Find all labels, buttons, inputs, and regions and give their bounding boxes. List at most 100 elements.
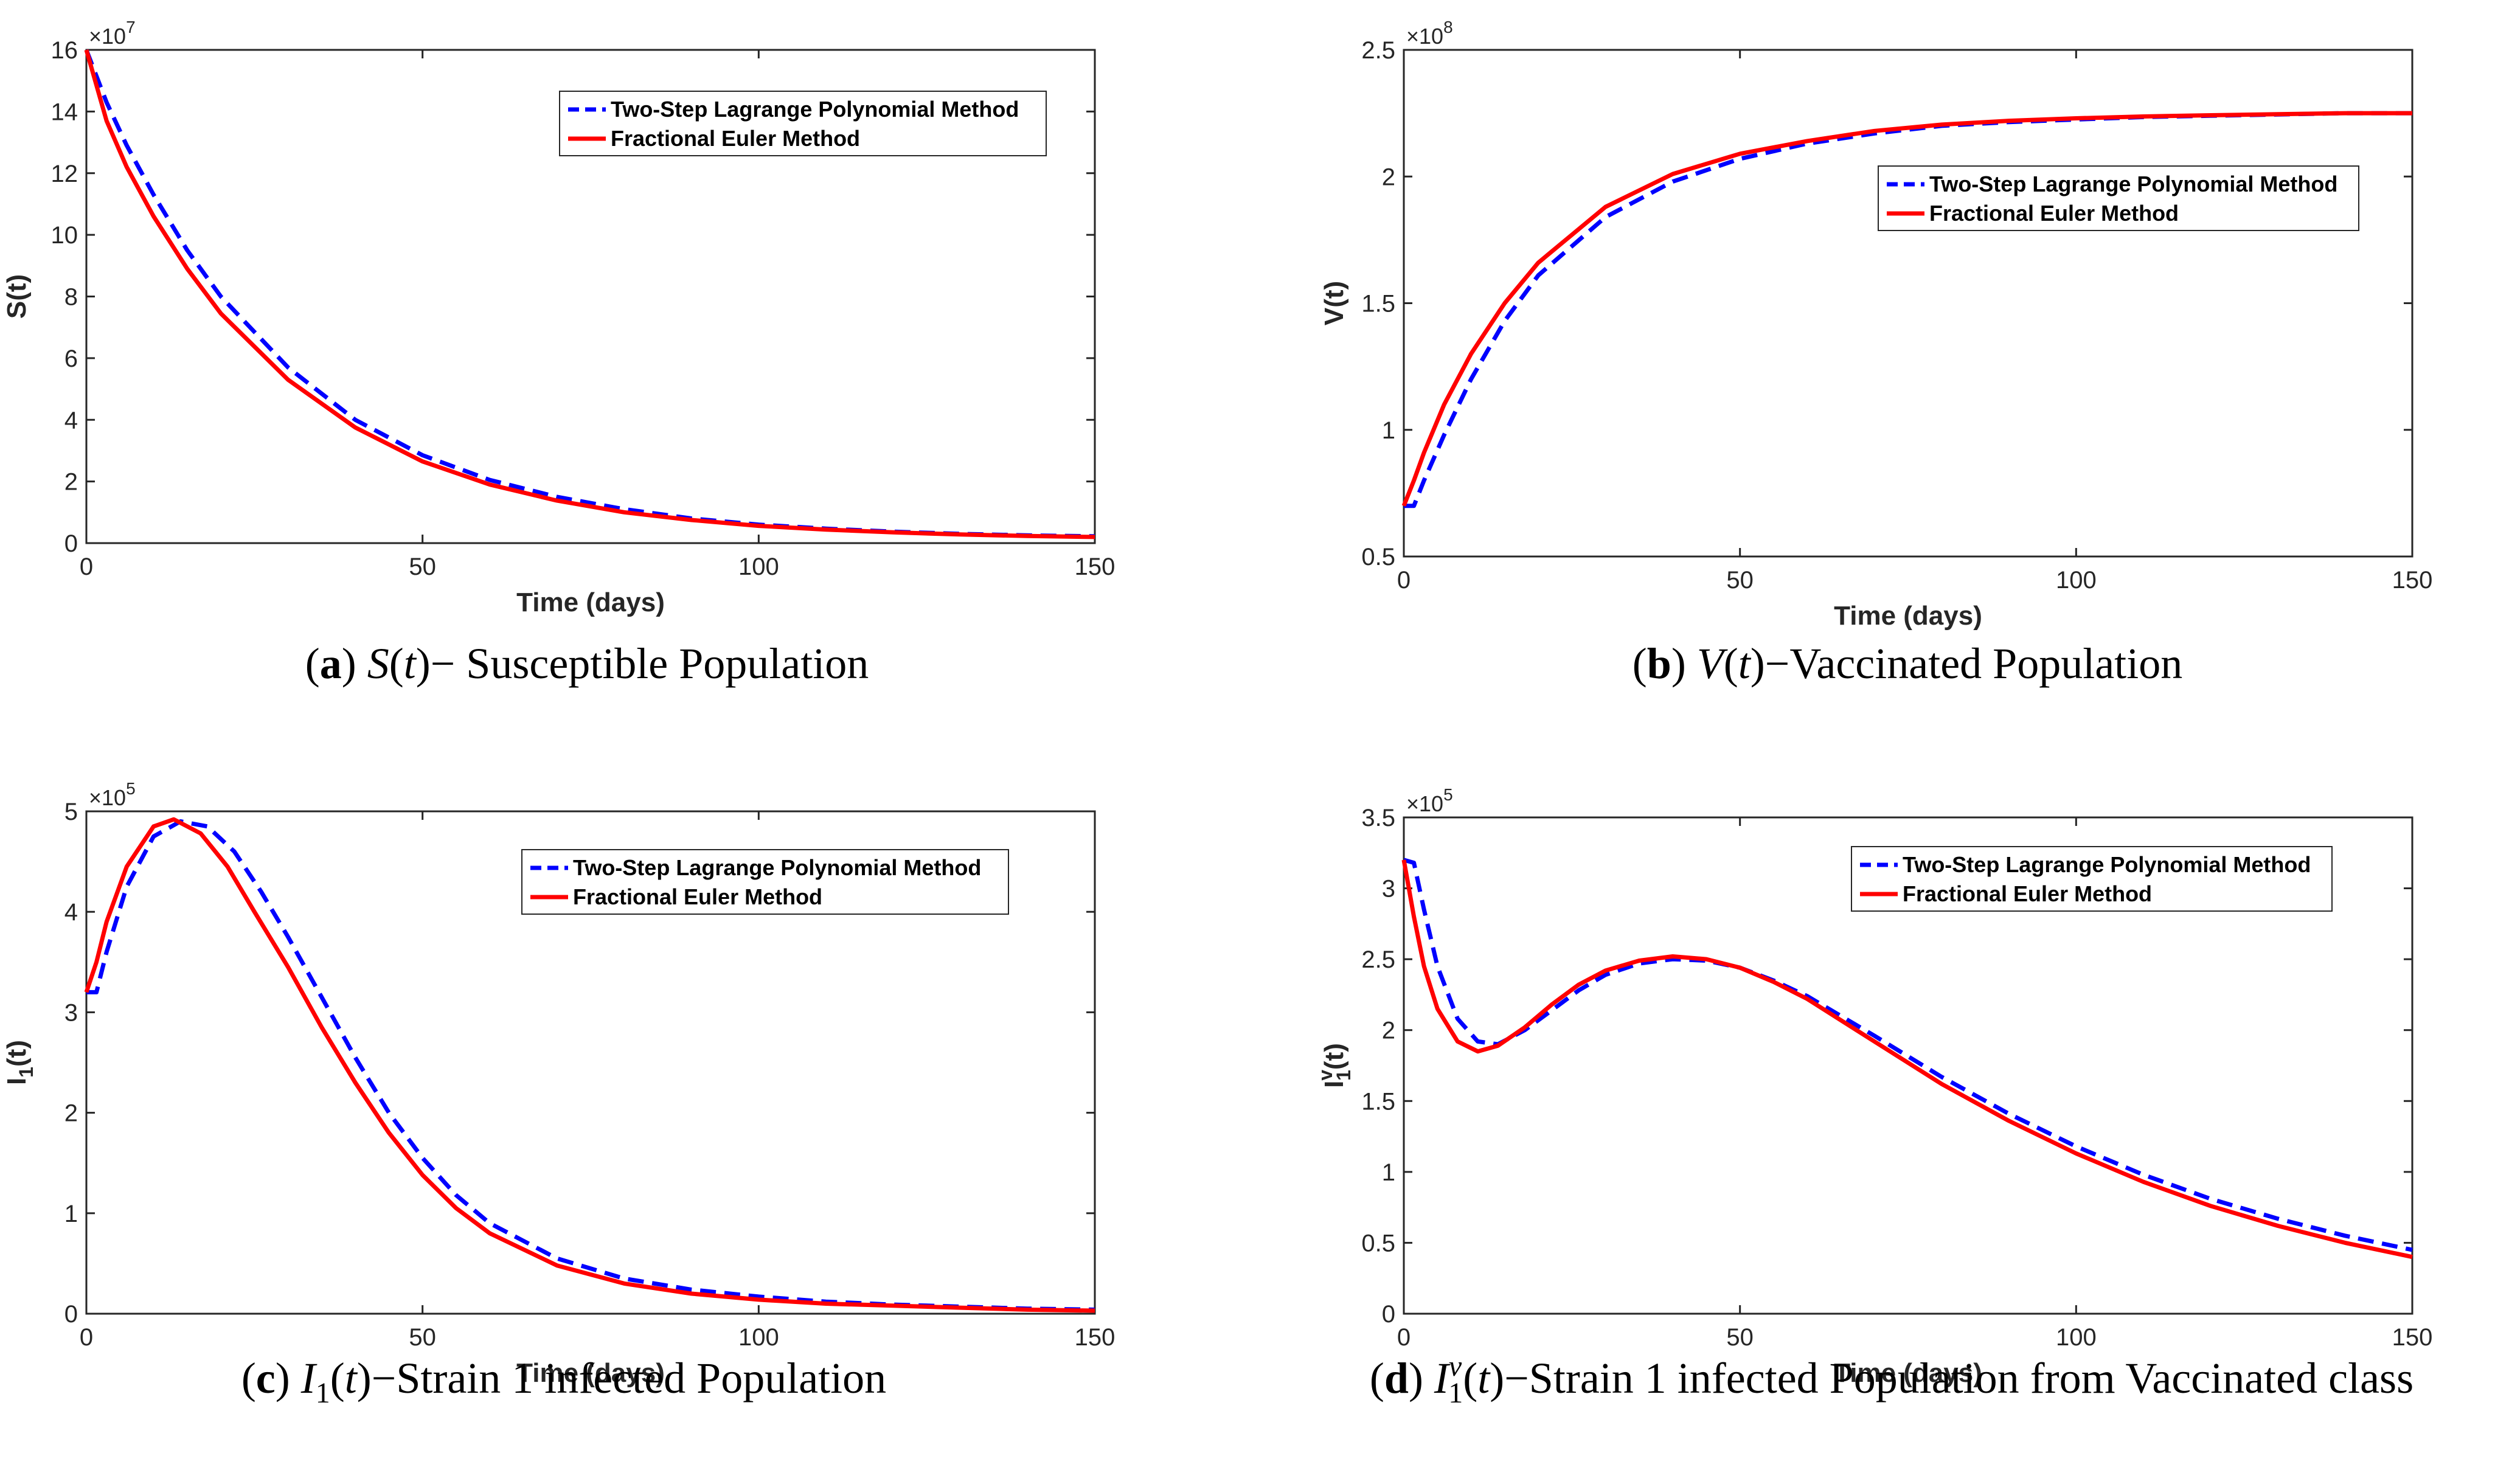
legend-entry: Fractional Euler Method: [1903, 881, 2152, 906]
legend-box: [1851, 846, 2333, 912]
x-axis-label: Time (days): [1834, 601, 1982, 631]
series-line-euler: [84, 817, 1095, 1313]
axis-exponent: ×105: [1406, 785, 1453, 816]
y-tick-label: 1: [1382, 417, 1395, 444]
y-axis-label: S(t): [2, 274, 32, 319]
x-tick-label: 150: [2392, 567, 2433, 594]
y-tick-label: 1: [1382, 1159, 1395, 1186]
y-tick-label: 2: [64, 469, 78, 496]
x-tick-label: 100: [738, 553, 779, 580]
y-tick-label: 14: [51, 99, 78, 125]
plot-area: [1403, 49, 2413, 558]
x-tick-label: 0: [80, 1324, 93, 1351]
y-tick-label: 3: [64, 999, 78, 1026]
x-tick-label: 150: [2392, 1324, 2433, 1351]
y-tick-label: 2.5: [1361, 37, 1395, 64]
legend-entry: Two-Step Lagrange Polynomial Method: [1929, 172, 2337, 196]
y-tick-label: 0.5: [1361, 1230, 1395, 1257]
y-tick-label: 8: [64, 284, 78, 311]
caption: (b) V(t)−Vaccinated Population: [1633, 639, 2182, 688]
x-tick-label: 50: [409, 1324, 436, 1351]
y-tick-label: 4: [64, 407, 78, 434]
x-tick-label: 150: [1075, 1324, 1116, 1351]
caption-letter: c: [256, 1354, 276, 1403]
legend: Two-Step Lagrange Polynomial Method Fract…: [559, 91, 1047, 156]
legend-entry: Two-Step Lagrange Polynomial Method: [573, 855, 981, 880]
chart-b: 0 50 100 150 0.5 1 1.5 2 2.5 ×108 Time (days) V(t) T…: [1319, 18, 2432, 688]
series-line-lagrange: [84, 49, 1095, 539]
legend: Two-Step Lagrange Polynomial Method Fract…: [1851, 846, 2333, 912]
y-tick-label: 0: [64, 1301, 78, 1328]
series-line-euler: [1401, 111, 2412, 507]
x-tick-label: 100: [2056, 567, 2097, 594]
y-tick-label: 12: [51, 161, 78, 187]
caption-text: −Vaccinated Population: [1765, 639, 2182, 688]
legend-box: [559, 91, 1047, 156]
caption-letter: b: [1647, 639, 1671, 688]
y-tick-label: 16: [51, 37, 78, 64]
caption-text: −Strain 1 infected Population from Vacci…: [1504, 1354, 2413, 1403]
axis-exponent: ×105: [89, 779, 136, 810]
x-tick-label: 0: [1397, 567, 1411, 594]
y-tick-label: 1.5: [1361, 1088, 1395, 1115]
axis-exponent-power: 8: [1443, 18, 1453, 36]
x-tick-label: 50: [1726, 567, 1754, 594]
axis-exponent: ×107: [89, 18, 136, 49]
legend-entry: Fractional Euler Method: [573, 884, 822, 909]
y-tick-label: 0: [1382, 1301, 1395, 1328]
y-tick-label: 3: [1382, 876, 1395, 903]
y-tick-label: 2: [1382, 1018, 1395, 1044]
caption: (c) I1(t)−Strain 1 infected Population: [241, 1354, 886, 1409]
series-line-euler: [1401, 859, 2413, 1260]
axis-exponent: ×108: [1406, 18, 1453, 49]
x-tick-label: 150: [1075, 553, 1116, 580]
y-tick-label: 6: [64, 345, 78, 372]
caption: (d) Iv 1(t)−Strain 1 infected Population …: [1370, 1350, 2413, 1409]
x-tick-label: 50: [409, 553, 436, 580]
caption-letter: d: [1384, 1354, 1409, 1403]
y-tick-label: 5: [64, 799, 78, 825]
y-tick-label: 4: [64, 899, 78, 926]
y-tick-label: 3.5: [1361, 805, 1395, 831]
y-tick-label: 2.5: [1361, 946, 1395, 973]
x-axis-label: Time (days): [1834, 1358, 1982, 1388]
legend-entry: Fractional Euler Method: [611, 126, 860, 151]
x-tick-label: 50: [1726, 1324, 1754, 1351]
x-tick-label: 100: [738, 1324, 779, 1351]
y-axis-label: Iv1(t): [1314, 1043, 1355, 1088]
y-tick-label: 10: [51, 222, 78, 249]
y-tick-label: 2: [1382, 164, 1395, 190]
series-line-euler: [84, 49, 1095, 539]
y-tick-label: 0: [64, 530, 78, 557]
y-tick-label: 1: [64, 1201, 78, 1227]
legend: Two-Step Lagrange Polynomial Method Fract…: [1878, 165, 2359, 231]
caption-text: −Strain 1 infected Population: [372, 1354, 886, 1403]
caption: (a) S(t)− Susceptible Population: [305, 639, 869, 688]
chart-d: 0 50 100 150 0 0.5 1 1.5 2 2.5 3 3.5 ×105 Time (days)…: [1314, 785, 2432, 1409]
x-tick-label: 100: [2056, 1324, 2097, 1351]
legend-entry: Two-Step Lagrange Polynomial Method: [611, 97, 1019, 122]
x-tick-label: 0: [80, 553, 93, 580]
chart-a: 0 50 100 150 0 2 4 6 8 10 12 14 16 ×107 Time (days) S(t…: [2, 18, 1115, 688]
y-tick-label: 1.5: [1361, 291, 1395, 317]
x-axis-label: Time (days): [516, 1358, 665, 1388]
legend-entry: Two-Step Lagrange Polynomial Method: [1903, 852, 2311, 877]
legend: Two-Step Lagrange Polynomial Method Fract…: [521, 849, 1009, 915]
y-axis-label: I1(t): [2, 1040, 37, 1085]
caption-letter: a: [320, 639, 342, 688]
caption-text: − Susceptible Population: [431, 639, 869, 688]
legend-entry: Fractional Euler Method: [1929, 201, 2179, 226]
legend-box: [1878, 165, 2359, 231]
y-axis-label: V(t): [1319, 281, 1349, 325]
x-axis-label: Time (days): [516, 588, 665, 617]
axis-exponent-power: 7: [126, 18, 136, 36]
axis-exponent-power: 5: [126, 779, 136, 798]
axis-exponent-power: 5: [1443, 785, 1453, 804]
legend-box: [521, 849, 1009, 915]
x-tick-label: 0: [1397, 1324, 1411, 1351]
y-tick-label: 2: [64, 1100, 78, 1127]
y-tick-label: 0.5: [1361, 544, 1395, 570]
series-line-lagrange: [1404, 111, 2412, 508]
